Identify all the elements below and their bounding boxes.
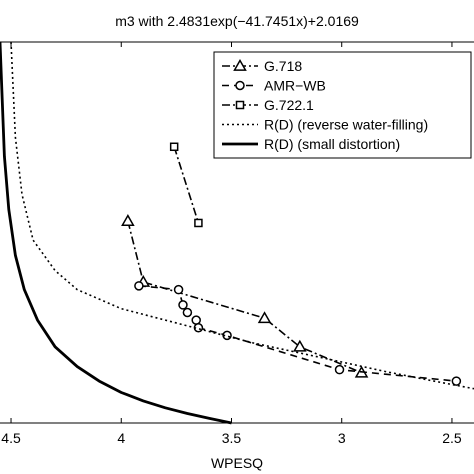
data-point-s0-0 <box>121 214 135 226</box>
data-point-s1-4 <box>191 315 201 325</box>
x-tick-label-0: 4.5 <box>1 430 21 446</box>
data-point-s0-2 <box>257 311 272 324</box>
data-point-s1-7 <box>334 364 345 375</box>
data-point-s1-8 <box>451 376 462 386</box>
data-point-s1-1 <box>173 284 184 295</box>
legend-marker-1 <box>235 80 245 91</box>
series-line-1 <box>138 285 457 382</box>
plot-area <box>0 41 474 425</box>
data-point-s0-3 <box>293 339 307 352</box>
data-point-s1-2 <box>178 300 188 310</box>
legend-marker-0 <box>233 58 247 71</box>
legend-label-3: R(D) (reverse water-filling) <box>264 117 428 133</box>
chart-title: m3 with 2.4831exp(−41.7451x)+2.0169 <box>115 13 359 29</box>
series-line-2 <box>173 146 200 224</box>
legend-label-0: G.718 <box>264 58 302 74</box>
data-point-s2-1 <box>194 218 203 228</box>
legend-label-2: G.722.1 <box>264 97 314 113</box>
x-axis-label: WPESQ <box>211 455 263 471</box>
x-tick-label-4: 2.5 <box>442 430 462 446</box>
axes: 4.5 4 3.5 3 2.5 <box>0 41 474 446</box>
data-point-s1-3 <box>182 307 193 318</box>
series-line-0 <box>127 220 362 374</box>
legend-marker-2 <box>235 100 245 110</box>
x-tick-label-2: 3.5 <box>222 430 242 446</box>
series-line-3 <box>10 41 474 390</box>
x-tick-label-3: 3 <box>338 430 346 446</box>
data-point-s2-0 <box>169 142 179 152</box>
x-tick-label-1: 4 <box>117 430 125 446</box>
legend-label-4: R(D) (small distortion) <box>264 136 400 152</box>
data-point-s1-0 <box>134 281 144 291</box>
legend: G.718 AMR−WB G.722.1 R(D) (reverse water-fi… <box>213 51 472 159</box>
legend-label-1: AMR−WB <box>264 78 326 94</box>
series-line-4 <box>0 41 232 425</box>
